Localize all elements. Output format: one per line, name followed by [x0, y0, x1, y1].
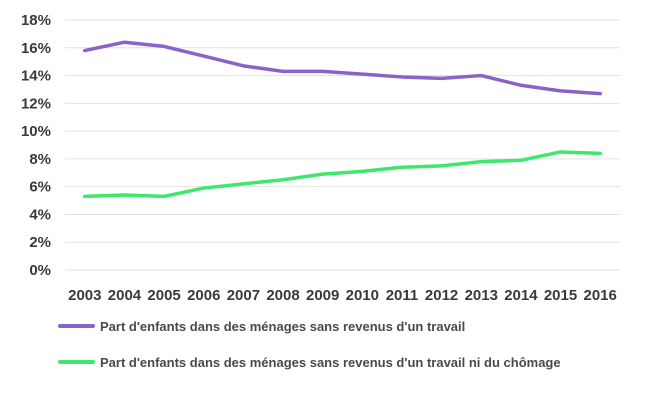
x-tick-label: 2003: [68, 287, 101, 304]
data-point: [558, 150, 563, 154]
x-tick-label: 2008: [266, 287, 299, 304]
data-point: [440, 76, 444, 80]
data-point: [321, 69, 325, 73]
x-tick-label: 2006: [187, 287, 220, 304]
data-point: [519, 83, 523, 87]
x-tick-label: 2012: [425, 287, 458, 304]
data-point: [162, 194, 166, 198]
data-point: [122, 193, 127, 197]
data-point: [83, 194, 87, 198]
legend: Part d'enfants dans des ménages sans rev…: [58, 319, 561, 370]
series-lines: [83, 40, 602, 199]
y-tick-label: 6%: [29, 179, 51, 196]
x-tick-label: 2011: [386, 287, 419, 304]
data-point: [479, 73, 483, 78]
y-tick-label: 14%: [21, 68, 51, 85]
gridlines: [65, 19, 620, 271]
series-line-1: [83, 40, 602, 96]
data-point: [400, 75, 404, 79]
data-point: [519, 158, 523, 162]
y-tick-label: 2%: [29, 234, 51, 251]
x-tick-label: 2004: [108, 287, 142, 304]
y-axis-ticks: 0% 2% 4% 6% 8% 10% 12% 14% 16% 18%: [21, 12, 51, 279]
y-tick-label: 8%: [29, 151, 51, 168]
data-point: [598, 151, 602, 155]
data-point: [321, 172, 325, 176]
x-tick-label: 2015: [544, 287, 577, 304]
x-tick-label: 2016: [583, 287, 616, 304]
data-point: [83, 48, 87, 53]
data-point: [400, 165, 404, 169]
y-tick-label: 18%: [21, 12, 51, 29]
x-axis-ticks: 2003 2004 2005 2006 2007 2008 2009 2010 2011 2012…: [68, 287, 617, 304]
y-tick-label: 10%: [21, 123, 51, 140]
series-line-2: [83, 150, 602, 199]
data-point: [558, 89, 563, 93]
y-tick-label: 12%: [21, 95, 51, 112]
data-point: [281, 69, 285, 73]
x-tick-label: 2009: [306, 287, 339, 304]
y-tick-label: 4%: [29, 206, 51, 223]
data-point: [281, 178, 285, 182]
data-point: [598, 92, 602, 96]
data-point: [241, 64, 245, 68]
data-point: [360, 169, 364, 173]
legend-label-1: Part d'enfants dans des ménages sans rev…: [100, 319, 465, 334]
data-point: [202, 54, 206, 58]
x-tick-label: 2013: [465, 287, 498, 304]
legend-label-2: Part d'enfants dans des ménages sans rev…: [100, 355, 561, 370]
data-point: [241, 182, 245, 186]
data-point: [360, 72, 364, 76]
data-point: [162, 44, 166, 48]
x-tick-label: 2007: [227, 287, 260, 304]
data-point: [479, 160, 483, 164]
x-tick-label: 2005: [147, 287, 180, 304]
data-point: [122, 40, 127, 44]
x-tick-label: 2014: [504, 287, 538, 304]
data-point: [440, 164, 444, 168]
data-point: [202, 186, 206, 190]
y-tick-label: 0%: [29, 262, 51, 279]
x-tick-label: 2010: [346, 287, 379, 304]
y-tick-label: 16%: [21, 40, 51, 57]
